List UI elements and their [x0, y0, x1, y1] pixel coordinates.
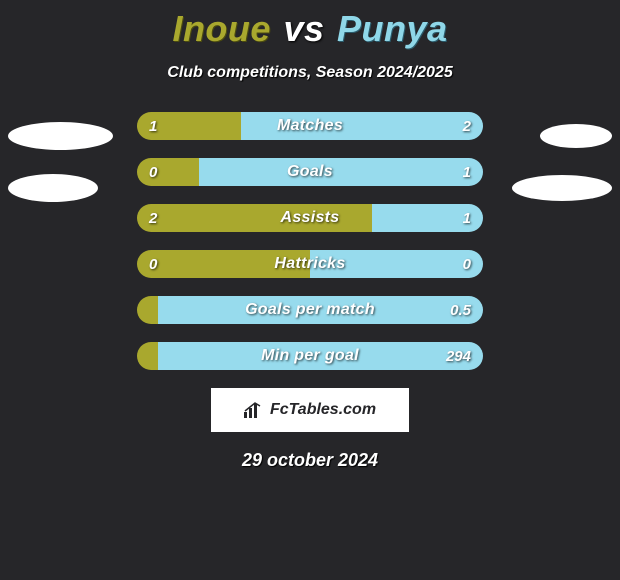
stat-bar-label: Hattricks: [137, 250, 483, 278]
player1-name: Inoue: [172, 8, 271, 49]
date-text: 29 october 2024: [0, 450, 620, 471]
stat-bar-left-value: 2: [149, 204, 157, 232]
stat-bar-right-value: 0.5: [450, 296, 471, 324]
stat-bar-label: Assists: [137, 204, 483, 232]
player1-badge-1: [8, 122, 113, 150]
stat-bar-right-value: 1: [463, 204, 471, 232]
stat-bar-row: Assists2 1: [137, 204, 483, 232]
player2-badge-2: [512, 175, 612, 201]
vs-text: vs: [283, 8, 324, 49]
stat-bar-label: Goals: [137, 158, 483, 186]
stat-bars: Matches12Goals01Assists21Hattricks00Goal…: [137, 112, 483, 370]
stat-bar-label: Goals per match: [137, 296, 483, 324]
stat-bar-row: Goals per match0.5: [137, 296, 483, 324]
stat-bar-right-value: 2: [463, 112, 471, 140]
stat-bar-right-value: 1: [463, 158, 471, 186]
stat-bar-row: Hattricks0 0: [137, 250, 483, 278]
stat-bar-left-value: 1: [149, 112, 157, 140]
stat-bar-label: Min per goal: [137, 342, 483, 370]
player2-badge-1: [540, 124, 612, 148]
comparison-title: Inoue vs Punya: [0, 0, 620, 50]
subtitle: Club competitions, Season 2024/2025: [0, 64, 620, 82]
stat-bar-left-value: 0: [149, 250, 157, 278]
stat-bar-row: Matches1 2: [137, 112, 483, 140]
stat-bar-row: Goals0 1: [137, 158, 483, 186]
stat-bar-row: Min per goal294: [137, 342, 483, 370]
player1-badge-2: [8, 174, 98, 202]
stat-bar-left-value: 0: [149, 158, 157, 186]
attribution-banner: FcTables.com: [211, 388, 409, 432]
player2-name: Punya: [337, 8, 448, 49]
stat-bar-right-value: 294: [446, 342, 471, 370]
stat-bar-right-value: 0: [463, 250, 471, 278]
attribution-text: FcTables.com: [270, 401, 376, 419]
stat-bar-label: Matches: [137, 112, 483, 140]
chart-icon: [244, 402, 264, 418]
